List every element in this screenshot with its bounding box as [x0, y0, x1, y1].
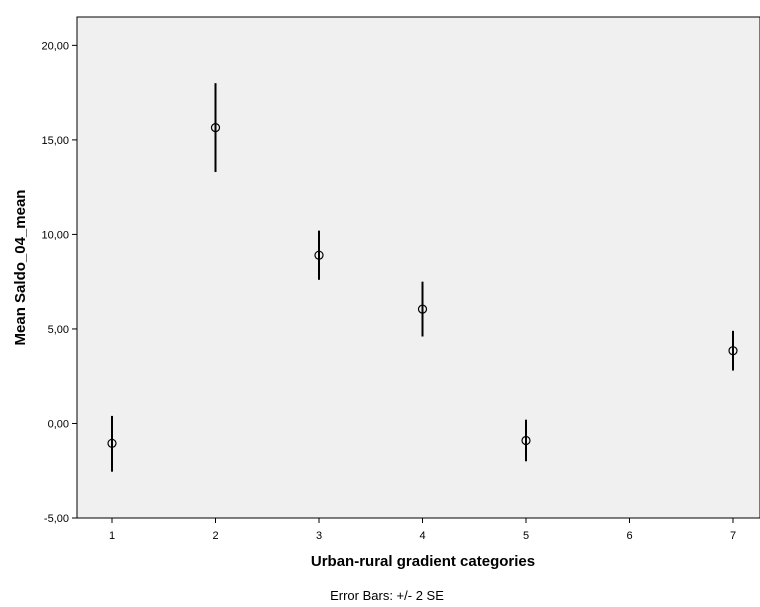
error-bar-point-4 [417, 281, 428, 337]
mean-marker [314, 250, 324, 260]
x-tick-label: 3 [316, 530, 322, 542]
mean-marker [521, 435, 531, 446]
x-tick-label: 1 [109, 530, 115, 542]
y-tick-label: 20,00 [41, 40, 69, 52]
x-tick-label: 5 [523, 530, 529, 542]
mean-marker [210, 122, 221, 133]
error-bar-footnote: Error Bars: +/- 2 SE [330, 588, 444, 603]
mean-marker [417, 304, 428, 314]
data-marks [107, 83, 738, 472]
x-tick-label: 6 [626, 530, 632, 542]
y-tick-label: 10,00 [41, 229, 69, 241]
x-tick-label: 7 [730, 530, 736, 542]
y-tick-label: 5,00 [48, 324, 69, 336]
y-axis-title: Mean Saldo_04_mean [12, 190, 29, 346]
mean-marker [107, 438, 117, 448]
x-tick-label: 4 [419, 530, 425, 542]
error-bar-point-3 [314, 230, 324, 280]
error-bar-point-1 [107, 415, 117, 472]
y-tick-label: -5,00 [44, 513, 69, 525]
x-axis-title: Urban-rural gradient categories [311, 553, 535, 570]
plot-area [76, 16, 760, 519]
y-axis: -5,00 0,00 5,00 10,00 15,00 20,00 [41, 40, 77, 525]
y-tick-label: 0,00 [48, 418, 69, 430]
y-tick-label: 15,00 [41, 135, 69, 147]
x-axis: 1 2 3 4 5 6 7 [109, 518, 736, 542]
error-bar-point-7 [728, 330, 738, 371]
error-bar-point-2 [210, 83, 221, 173]
error-bar-point-5 [521, 419, 531, 462]
x-tick-label: 2 [212, 530, 218, 542]
mean-marker [728, 346, 738, 356]
